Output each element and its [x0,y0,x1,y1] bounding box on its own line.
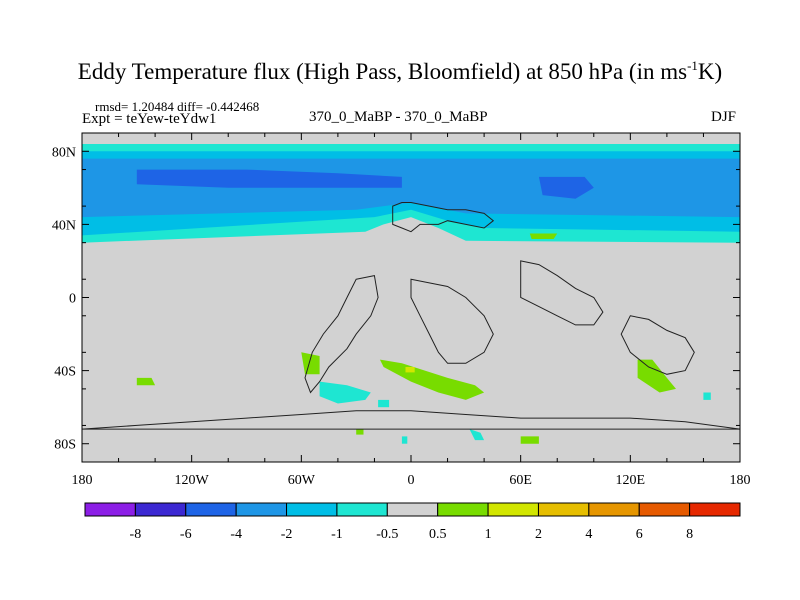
y-tick-label: 0 [69,292,76,307]
stats-label: rmsd= 1.20484 diff= -0.442468 [95,99,260,114]
season-label: DJF [711,109,737,125]
colorbar-box-11 [638,502,691,517]
region-sa-positive [301,352,320,375]
region-sh-positive-dot [405,367,415,373]
colorbar-box-1 [134,502,187,517]
region-aus-positive [637,359,676,393]
africa-outline [410,278,494,364]
colorbar-box-10 [588,502,640,517]
colorbar-box-12 [689,502,741,517]
y-tick-label: 80N [52,145,76,160]
chart-title: Eddy Temperature flux (High Pass, Bloomf… [0,58,800,85]
antarctica-outline [82,410,740,430]
south-america-outline [304,275,379,394]
region-sh-negative-2 [401,436,408,444]
colorbar-box-2 [185,502,237,517]
region-asia-positive [529,233,558,239]
region-aus-cyan [703,392,711,400]
contour-regions [82,144,740,444]
colorbar-box-7 [437,502,489,517]
comparison-label: 370_0_MaBP - 370_0_MaBP [309,109,488,125]
colorbar-box-9 [537,502,590,517]
region-nh-core-west [136,169,402,188]
y-tick-label: 80S [54,438,76,453]
x-tick-label: 120W [175,473,210,488]
x-axis: 180 120W 60W 0 60E 120E 180 [72,133,751,488]
colorbar-box-5 [336,502,388,517]
colorbar-label: -6 [180,527,192,542]
colorbar-label: -4 [230,527,242,542]
africa-europe-outline [392,202,495,233]
region-pacific-positive [136,377,156,386]
colorbar-label: 1 [485,527,492,542]
asia-outline [520,260,604,326]
region-sh-negative-4 [378,399,390,408]
y-tick-label: 40N [52,218,76,233]
chart-title-superscript: -1 [687,58,698,73]
colorbar-label: -8 [130,527,142,542]
colorbar-label: 0.5 [429,527,447,542]
x-tick-label: 60E [509,473,532,488]
colorbar-box-6 [386,502,439,517]
colorbar: -8 -6 -4 -2 -1 -0.5 0.5 1 2 4 6 8 [84,502,741,542]
colorbar-box-3 [235,502,288,517]
x-tick-label: 60W [288,473,316,488]
y-axis: 80N 40N 0 40S 80S [52,132,740,463]
coastline-outlines [82,202,740,430]
colorbar-label: 8 [686,527,693,542]
colorbar-label: 4 [585,527,592,542]
region-sh-positive-small-2 [520,436,539,444]
chart-title-end: K) [697,59,723,84]
chart-title-main: Eddy Temperature flux (High Pass, Bloomf… [77,59,688,84]
colorbar-label: -2 [281,527,293,542]
y-tick-label: 40S [54,365,76,380]
colorbar-label: 6 [636,527,643,542]
region-sh-positive-small [356,429,364,435]
x-tick-label: 180 [730,473,751,488]
colorbar-label: -0.5 [376,527,398,542]
x-tick-label: 0 [408,473,415,488]
colorbar-label: 2 [535,527,542,542]
region-sh-negative-3 [469,429,485,441]
x-tick-label: 180 [72,473,93,488]
colorbar-box-4 [286,502,338,517]
x-tick-label: 120E [616,473,646,488]
colorbar-box-8 [487,502,539,517]
colorbar-box-0 [84,502,136,517]
region-nh-core-east [538,176,594,199]
australia-outline [620,315,695,375]
colorbar-label: -1 [331,527,343,542]
experiment-label: Expt = teYew-teYdw1 [82,111,217,127]
region-sh-negative-1 [319,381,371,404]
